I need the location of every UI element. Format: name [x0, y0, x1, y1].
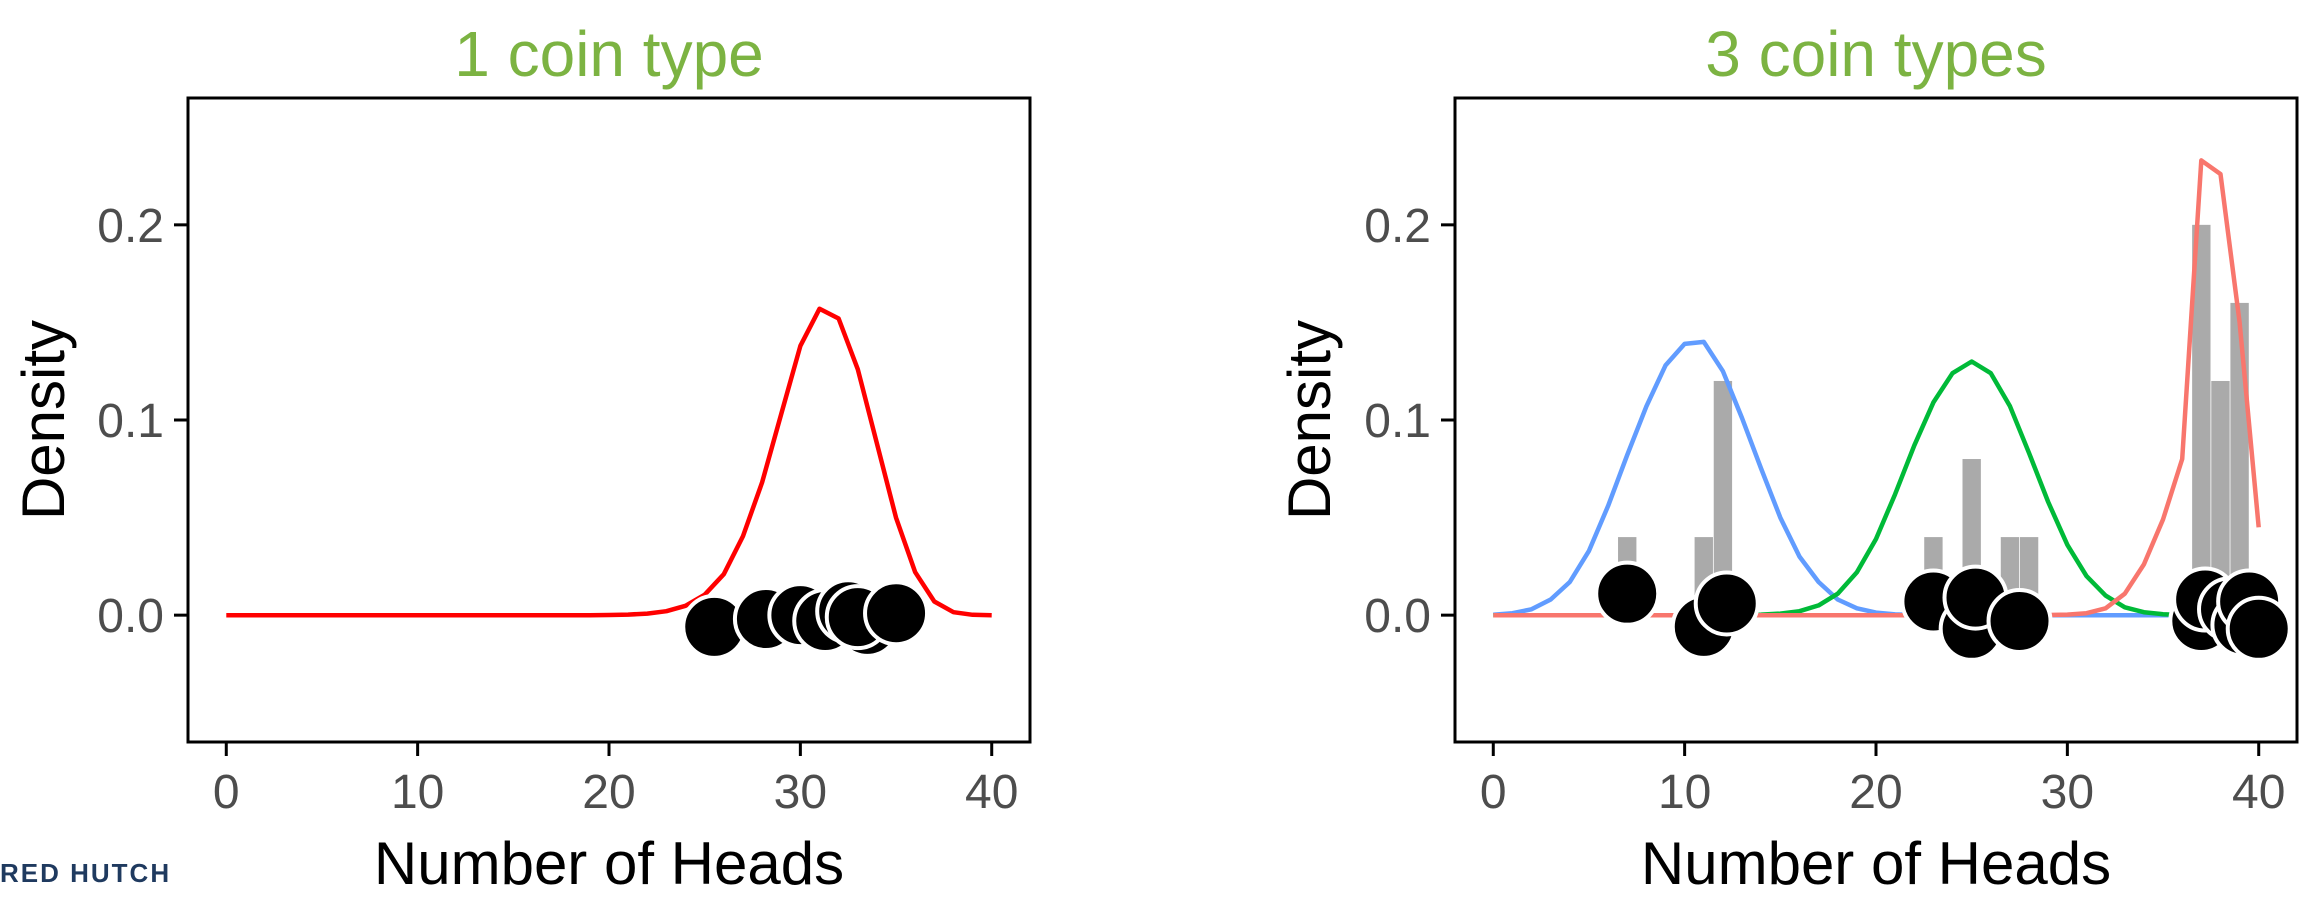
density-curve-salmon: [1493, 158, 2261, 618]
y-tick-label: 0.1: [97, 395, 164, 448]
histogram-bar: [2211, 380, 2230, 616]
x-tick-label: 20: [582, 766, 635, 819]
density-curve-blue: [1493, 339, 2259, 618]
x-tick-label: 20: [1849, 766, 1902, 819]
data-point: [863, 580, 930, 647]
y-tick-label: 0.0: [97, 590, 164, 643]
x-tick-label: 40: [2232, 766, 2285, 819]
histogram-bar: [2230, 302, 2249, 616]
chart-title: 3 coin types: [1705, 18, 2047, 90]
x-tick-label: 10: [1658, 766, 1711, 819]
x-tick-label: 0: [213, 766, 240, 819]
histogram-bar: [1713, 380, 1733, 616]
x-tick-label: 30: [774, 766, 827, 819]
data-point: [1693, 570, 1760, 637]
x-tick-label: 10: [391, 766, 444, 819]
plot-frame: [186, 96, 1032, 744]
chart-panel-2: 3 coin types 0.0 0.1 0.2 0 10 20 30 40 Number of …: [1276, 18, 2299, 897]
y-tick-label: 0.0: [1364, 590, 1431, 643]
data-point: [1986, 588, 2053, 655]
data-point: [1594, 560, 1661, 627]
x-tick-label: 0: [1480, 766, 1507, 819]
x-axis-label: Number of Heads: [1641, 830, 2111, 897]
fred-hutch-logo: RED HUTCH: [0, 858, 172, 888]
plot-area: [1493, 158, 2292, 662]
data-point: [2225, 595, 2292, 662]
y-tick-label: 0.1: [1364, 395, 1431, 448]
y-tick-label: 0.2: [1364, 200, 1431, 253]
histogram-bar: [2192, 224, 2211, 616]
x-tick-label: 40: [965, 766, 1018, 819]
y-tick-label: 0.2: [97, 200, 164, 253]
chart-title: 1 coin type: [454, 18, 764, 90]
y-axis-label: Density: [10, 320, 77, 520]
x-tick-label: 30: [2041, 766, 2094, 819]
plot-area: [226, 306, 992, 660]
plot-frame: [1453, 96, 2299, 744]
y-axis-label: Density: [1276, 320, 1343, 520]
x-axis-label: Number of Heads: [374, 830, 844, 897]
density-curve-red: [226, 306, 992, 618]
chart-panel-1: 1 coin type 0.0 0.1 0.2 0 10 20 30 40 Number of H…: [10, 18, 1032, 897]
